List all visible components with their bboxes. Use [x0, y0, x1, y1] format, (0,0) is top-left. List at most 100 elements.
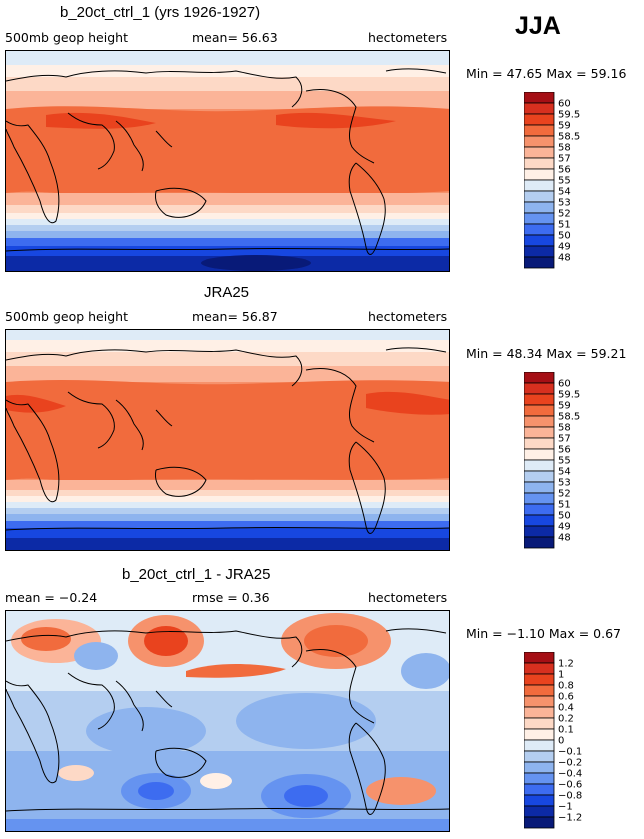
- colorbar-tick-label: 0.1: [558, 725, 574, 736]
- colorbar-tick-label: −1: [558, 802, 573, 813]
- colorbar-box: [523, 404, 555, 417]
- colorbar-tick-label: 0.4: [558, 703, 574, 714]
- colorbar-tick-label: 55: [558, 176, 571, 187]
- colorbar-box: [523, 371, 555, 384]
- panel3-units-label: hectometers: [368, 590, 448, 605]
- colorbar-box: [523, 717, 555, 730]
- colorbar-tick-label: 56: [558, 445, 571, 456]
- panel1-colorbar-boxes: [523, 91, 555, 269]
- panel2-map-svg: [6, 330, 449, 550]
- colorbar-tick-label: 58.5: [558, 412, 580, 423]
- colorbar-box: [523, 783, 555, 796]
- colorbar-box: [523, 91, 555, 104]
- colorbar-tick-label: 54: [558, 187, 571, 198]
- panel2-title: JRA25: [204, 284, 250, 301]
- colorbar-box: [523, 536, 555, 549]
- colorbar-tick-label: −0.1: [558, 747, 582, 758]
- colorbar-box: [523, 503, 555, 516]
- panel3-rmse-label: rmse = 0.36: [192, 590, 270, 605]
- colorbar-box: [523, 651, 555, 664]
- panel1-mean-label: mean= 56.63: [192, 30, 278, 45]
- colorbar-tick-label: 58.5: [558, 132, 580, 143]
- colorbar-box: [523, 415, 555, 428]
- colorbar-box: [523, 426, 555, 439]
- colorbar-tick-label: 48: [558, 533, 571, 544]
- colorbar-box: [523, 492, 555, 505]
- colorbar-box: [523, 382, 555, 395]
- panel2-minmax: Min = 48.34 Max = 59.21: [466, 346, 627, 361]
- colorbar-box: [523, 695, 555, 708]
- panel1-title: b_20ct_ctrl_1 (yrs 1926-1927): [60, 4, 261, 21]
- panel3-map-svg: [6, 611, 449, 831]
- colorbar-tick-label: 52: [558, 209, 571, 220]
- panel1-map: [5, 50, 450, 272]
- colorbar-box: [523, 234, 555, 247]
- panel3-colorbar: 1.2 1 0.8 0.6 0.4 0.2 0.1 0 −0.1 −0.2 −0.4 −0.6 −0.8…: [523, 651, 644, 832]
- colorbar-tick-label: 50: [558, 231, 571, 242]
- colorbar-box: [523, 146, 555, 159]
- panel1-colorbar: 60 59.5 59 58.5 58 57 56 55 54 53 52 51 50 49 48: [523, 91, 644, 272]
- colorbar-tick-label: 52: [558, 489, 571, 500]
- colorbar-box: [523, 739, 555, 752]
- colorbar-tick-label: −0.8: [558, 791, 582, 802]
- colorbar-box: [523, 750, 555, 763]
- colorbar-box: [523, 805, 555, 818]
- colorbar-tick-label: 49: [558, 242, 571, 253]
- colorbar-tick-label: 59: [558, 121, 571, 132]
- colorbar-tick-label: 58: [558, 423, 571, 434]
- panel2-map: [5, 329, 450, 551]
- colorbar-box: [523, 772, 555, 785]
- colorbar-box: [523, 245, 555, 258]
- colorbar-tick-label: 55: [558, 456, 571, 467]
- colorbar-box: [523, 794, 555, 807]
- panel3-colorbar-svg: 1.210.80.60.40.20.10−0.1−0.2−0.4−0.6−0.8…: [523, 651, 582, 829]
- colorbar-box: [523, 761, 555, 774]
- colorbar-tick-label: −0.2: [558, 758, 582, 769]
- panel3-colorbar-ticklabels: 1.210.80.60.40.20.10−0.1−0.2−0.4−0.6−0.8…: [558, 659, 582, 824]
- colorbar-tick-label: 57: [558, 154, 571, 165]
- colorbar-tick-label: 0.8: [558, 681, 574, 692]
- colorbar-box: [523, 393, 555, 406]
- panel2-mean-label: mean= 56.87: [192, 309, 278, 324]
- colorbar-tick-label: −1.2: [558, 813, 582, 824]
- colorbar-box: [523, 481, 555, 494]
- colorbar-tick-label: 49: [558, 522, 571, 533]
- colorbar-tick-label: 48: [558, 253, 571, 264]
- colorbar-box: [523, 212, 555, 225]
- colorbar-box: [523, 706, 555, 719]
- panel3-map: [5, 610, 450, 832]
- colorbar-tick-label: 60: [558, 379, 571, 390]
- colorbar-box: [523, 448, 555, 461]
- colorbar-box: [523, 179, 555, 192]
- colorbar-tick-label: 1: [558, 670, 564, 681]
- colorbar-tick-label: 59: [558, 401, 571, 412]
- panel1-variable-label: 500mb geop height: [5, 30, 128, 45]
- colorbar-tick-label: 1.2: [558, 659, 574, 670]
- colorbar-tick-label: −0.6: [558, 780, 582, 791]
- colorbar-box: [523, 728, 555, 741]
- colorbar-box: [523, 113, 555, 126]
- colorbar-tick-label: 0.6: [558, 692, 574, 703]
- panel3-title: b_20ct_ctrl_1 - JRA25: [122, 566, 271, 583]
- colorbar-box: [523, 201, 555, 214]
- colorbar-tick-label: 57: [558, 434, 571, 445]
- colorbar-box: [523, 168, 555, 181]
- colorbar-tick-label: 51: [558, 220, 571, 231]
- colorbar-box: [523, 684, 555, 697]
- colorbar-box: [523, 124, 555, 137]
- colorbar-tick-label: −0.4: [558, 769, 582, 780]
- panel2-variable-label: 500mb geop height: [5, 309, 128, 324]
- colorbar-tick-label: 53: [558, 198, 571, 209]
- colorbar-box: [523, 525, 555, 538]
- colorbar-box: [523, 135, 555, 148]
- colorbar-box: [523, 662, 555, 675]
- colorbar-box: [523, 673, 555, 686]
- panel1-minmax: Min = 47.65 Max = 59.16: [466, 66, 627, 81]
- colorbar-tick-label: 58: [558, 143, 571, 154]
- colorbar-tick-label: 56: [558, 165, 571, 176]
- panel2-units-label: hectometers: [368, 309, 448, 324]
- panel3-minmax: Min = −1.10 Max = 0.67: [466, 626, 621, 641]
